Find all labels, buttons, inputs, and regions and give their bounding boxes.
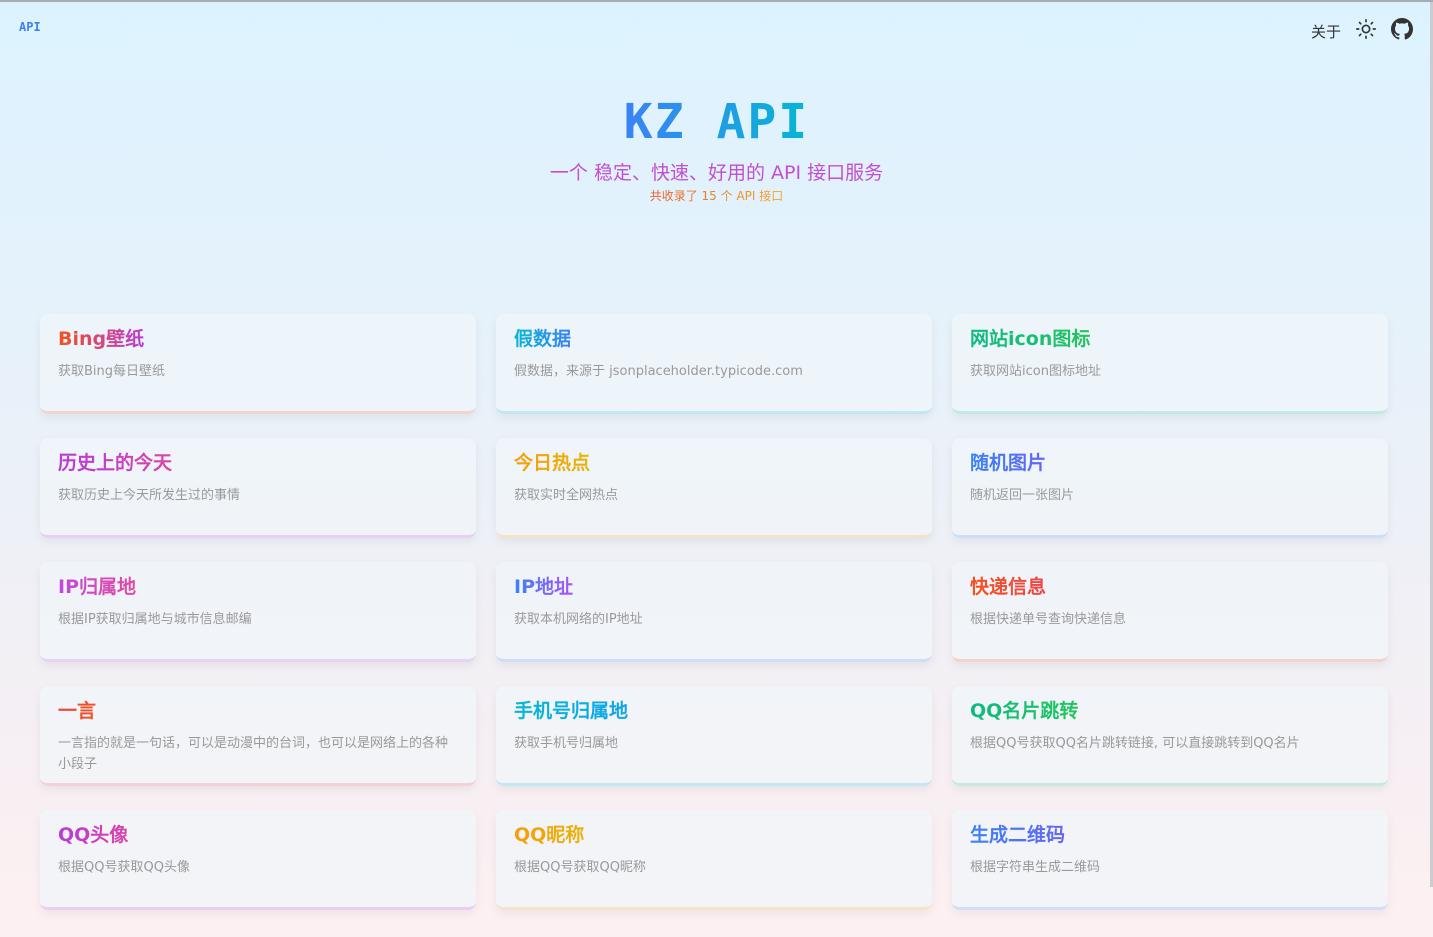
api-card-desc: 根据IP获取归属地与城市信息邮编 (58, 612, 252, 627)
api-card-title: 一言 (58, 700, 97, 722)
api-card-desc: 根据QQ号获取QQ头像 (58, 860, 190, 875)
scrollbar[interactable] (1430, 2, 1433, 887)
api-card-title: 快递信息 (970, 576, 1047, 598)
api-card[interactable]: 假数据假数据，来源于 jsonplaceholder.typicode.com (496, 314, 932, 414)
subtitle: 一个 稳定、快速、好用的 API 接口服务 (549, 162, 884, 184)
api-card[interactable]: IP地址获取本机网络的IP地址 (496, 562, 932, 662)
api-card-title: QQ头像 (58, 824, 129, 846)
api-count: 共收录了 15 个 API 接口 (649, 189, 784, 203)
api-card-desc: 随机返回一张图片 (970, 488, 1075, 503)
github-icon[interactable] (1391, 18, 1414, 44)
api-card[interactable]: 随机图片随机返回一张图片 (952, 438, 1388, 538)
api-card-desc: 获取实时全网热点 (514, 488, 619, 503)
api-card-desc: 获取历史上今天所发生过的事情 (58, 488, 241, 503)
about-link[interactable]: 关于 (1310, 22, 1341, 41)
api-card-title: 假数据 (514, 328, 572, 350)
api-grid: Bing壁纸 获取Bing每日壁纸 假数据 假数据，来源于 jsonplacehold… (40, 314, 1388, 910)
api-card[interactable]: Bing壁纸获取Bing每日壁纸 (40, 314, 476, 414)
api-card[interactable]: QQ名片跳转根据QQ号获取QQ名片跳转链接, 可以直接跳转到QQ名片 (952, 686, 1388, 786)
api-card-title: 随机图片 (970, 452, 1047, 474)
api-card[interactable]: 一言一言指的就是一句话，可以是动漫中的台词，也可以是网络上的各种小段子 (40, 686, 476, 786)
api-card-desc: 根据QQ号获取QQ名片跳转链接, 可以直接跳转到QQ名片 (970, 736, 1300, 751)
api-card-title: Bing壁纸 (58, 328, 145, 350)
api-card[interactable]: QQ昵称根据QQ号获取QQ昵称 (496, 810, 932, 910)
api-card[interactable]: 快递信息根据快递单号查询快递信息 (952, 562, 1388, 662)
api-card-title: 历史上的今天 (58, 452, 173, 474)
api-card[interactable]: 生成二维码根据字符串生成二维码 (952, 810, 1388, 910)
api-card-title: 今日热点 (514, 452, 591, 474)
api-card-desc: 获取网站icon图标地址 (970, 364, 1101, 379)
api-card[interactable]: 手机号归属地获取手机号归属地 (496, 686, 932, 786)
api-card-desc: 根据字符串生成二维码 (970, 860, 1101, 875)
api-card-title: IP归属地 (58, 576, 136, 598)
api-card-desc: 根据QQ号获取QQ昵称 (514, 860, 646, 875)
api-card-title: QQ昵称 (514, 824, 585, 846)
hero: KZ API 一个 稳定、快速、好用的 API 接口服务 共收录了 15 个 A… (0, 94, 1433, 204)
api-card-desc: 根据快递单号查询快递信息 (970, 612, 1127, 627)
api-card-title: 生成二维码 (970, 824, 1066, 846)
top-nav: 关于 (1310, 18, 1414, 44)
api-card-desc: 假数据，来源于 jsonplaceholder.typicode.com (514, 364, 803, 379)
api-card[interactable]: QQ头像根据QQ号获取QQ头像 (40, 810, 476, 910)
api-card-desc: 获取本机网络的IP地址 (514, 612, 643, 627)
sun-icon[interactable] (1355, 18, 1377, 44)
api-card-title: 手机号归属地 (514, 700, 629, 722)
api-card[interactable]: IP归属地根据IP获取归属地与城市信息邮编 (40, 562, 476, 662)
api-card-desc: 获取Bing每日壁纸 (58, 364, 166, 379)
api-card-title: IP地址 (514, 576, 573, 598)
api-card[interactable]: 历史上的今天获取历史上今天所发生过的事情 (40, 438, 476, 538)
api-card[interactable]: 网站icon图标获取网站icon图标地址 (952, 314, 1388, 414)
api-card-desc: 一言指的就是一句话，可以是动漫中的台词，也可以是网络上的各种小段子 (58, 736, 449, 772)
logo[interactable]: API (19, 20, 41, 34)
api-card-desc: 获取手机号归属地 (514, 736, 619, 751)
page-title: KZ API (623, 94, 810, 150)
api-card[interactable]: 今日热点获取实时全网热点 (496, 438, 932, 538)
api-card-title: QQ名片跳转 (970, 700, 1079, 722)
api-card-title: 网站icon图标 (970, 328, 1091, 350)
